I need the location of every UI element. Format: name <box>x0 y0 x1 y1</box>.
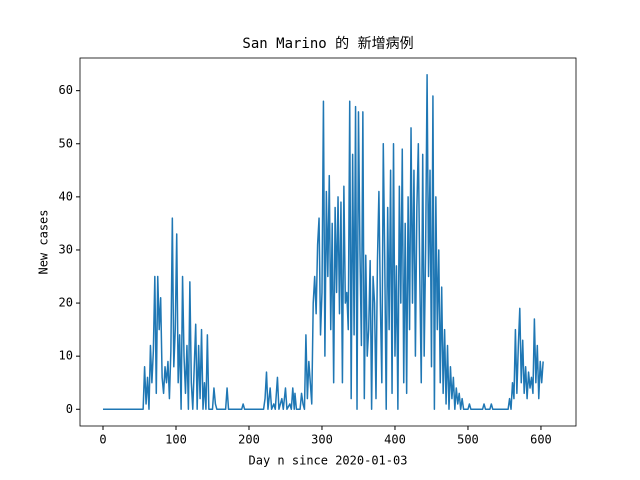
x-axis-label: Day n since 2020-01-03 <box>249 454 408 468</box>
x-tick-label: 400 <box>384 433 406 447</box>
y-tick-label: 20 <box>59 296 73 310</box>
y-tick-label: 10 <box>59 349 73 363</box>
y-tick-label: 60 <box>59 83 73 97</box>
y-axis-label: New cases <box>37 209 51 274</box>
x-tick-label: 300 <box>311 433 333 447</box>
x-tick-label: 100 <box>165 433 187 447</box>
x-tick-label: 600 <box>530 433 552 447</box>
series-line <box>102 73 544 411</box>
x-tick-label: 0 <box>99 433 106 447</box>
y-tick-label: 30 <box>59 242 73 256</box>
y-tick-label: 0 <box>66 402 73 416</box>
chart-title: San Marino 的 新增病例 <box>242 36 413 52</box>
plot-frame <box>79 57 577 427</box>
x-tick-label: 500 <box>457 433 479 447</box>
y-tick-label: 40 <box>59 189 73 203</box>
x-tick-label: 200 <box>238 433 260 447</box>
y-tick-label: 50 <box>59 136 73 150</box>
